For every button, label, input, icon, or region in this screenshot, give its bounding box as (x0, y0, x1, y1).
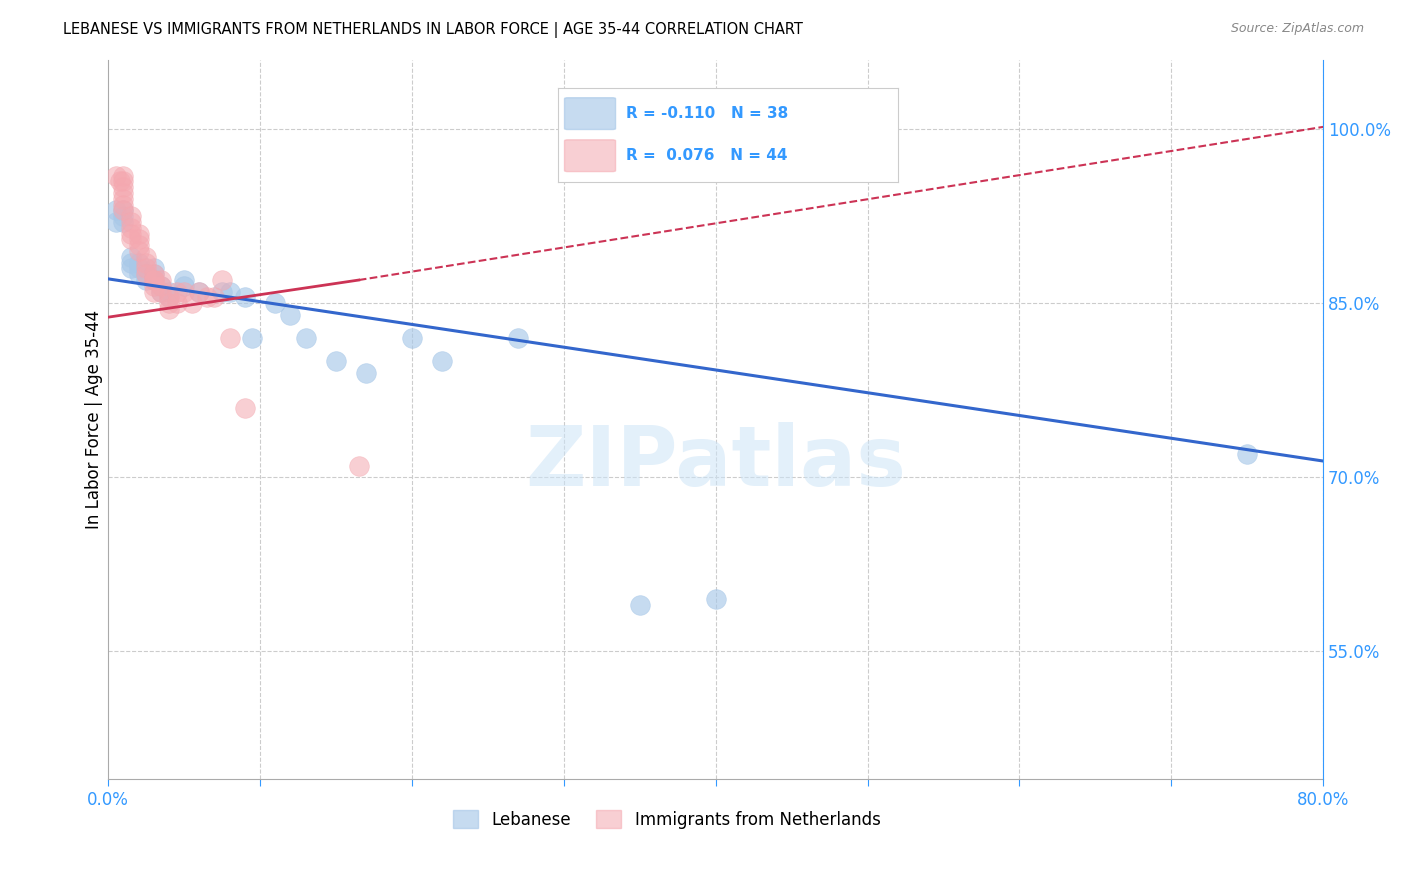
Point (233, 290, 256, 304)
Point (508, 331, 530, 345)
Point (112, 197, 135, 211)
Point (218, 285, 240, 299)
Point (195, 290, 218, 304)
Point (173, 285, 195, 299)
Point (112, 174, 135, 188)
Point (142, 273, 165, 287)
Point (150, 285, 173, 299)
Point (112, 180, 135, 194)
Point (157, 290, 180, 304)
Text: Source: ZipAtlas.com: Source: ZipAtlas.com (1230, 22, 1364, 36)
Point (112, 192, 135, 206)
Point (112, 203, 135, 218)
Point (180, 296, 202, 310)
Point (135, 255, 157, 269)
Point (157, 290, 180, 304)
Point (120, 261, 142, 276)
Point (135, 261, 157, 276)
Point (142, 273, 165, 287)
Point (128, 267, 150, 281)
Point (264, 296, 287, 310)
Point (128, 244, 150, 258)
Y-axis label: In Labor Force | Age 35-44: In Labor Force | Age 35-44 (86, 310, 103, 529)
Point (135, 273, 157, 287)
Point (120, 220, 142, 235)
Point (142, 261, 165, 276)
Point (204, 290, 226, 304)
Point (157, 301, 180, 316)
Point (142, 278, 165, 293)
Point (128, 238, 150, 252)
Point (112, 203, 135, 218)
Point (112, 186, 135, 200)
Point (104, 215, 127, 229)
Point (432, 354, 454, 368)
Point (242, 331, 264, 345)
Point (188, 285, 211, 299)
Point (135, 267, 157, 281)
Point (104, 203, 127, 218)
Point (628, 598, 651, 612)
Point (128, 232, 150, 246)
Point (112, 209, 135, 223)
Legend: Lebanese, Immigrants from Netherlands: Lebanese, Immigrants from Netherlands (447, 804, 887, 835)
Point (128, 261, 150, 276)
Point (173, 278, 195, 293)
Point (218, 331, 240, 345)
Text: LEBANESE VS IMMIGRANTS FROM NETHERLANDS IN LABOR FORCE | AGE 35-44 CORRELATION C: LEBANESE VS IMMIGRANTS FROM NETHERLANDS … (63, 22, 803, 38)
Point (142, 267, 165, 281)
Point (166, 285, 188, 299)
Point (112, 169, 135, 183)
Point (280, 308, 302, 322)
Point (135, 267, 157, 281)
Point (120, 215, 142, 229)
Point (356, 366, 378, 380)
Point (128, 255, 150, 269)
Point (211, 273, 233, 287)
Point (110, 174, 132, 188)
Point (188, 285, 211, 299)
Point (1236, 447, 1258, 461)
Point (150, 278, 173, 293)
Point (157, 285, 180, 299)
Point (142, 273, 165, 287)
Point (294, 331, 316, 345)
Point (120, 232, 142, 246)
Point (211, 285, 233, 299)
Point (150, 278, 173, 293)
Point (173, 273, 195, 287)
Point (128, 227, 150, 241)
Point (325, 354, 347, 368)
Point (704, 592, 727, 607)
Point (112, 215, 135, 229)
Point (120, 227, 142, 241)
Point (233, 401, 256, 415)
Point (150, 273, 173, 287)
Point (135, 250, 157, 264)
Point (347, 458, 370, 473)
Point (120, 255, 142, 269)
Point (104, 169, 127, 183)
Text: ZIPatlas: ZIPatlas (526, 422, 905, 503)
Point (142, 267, 165, 281)
Point (401, 331, 423, 345)
Point (120, 250, 142, 264)
Point (157, 296, 180, 310)
Point (120, 209, 142, 223)
Point (142, 285, 165, 299)
Point (150, 285, 173, 299)
Point (166, 296, 188, 310)
